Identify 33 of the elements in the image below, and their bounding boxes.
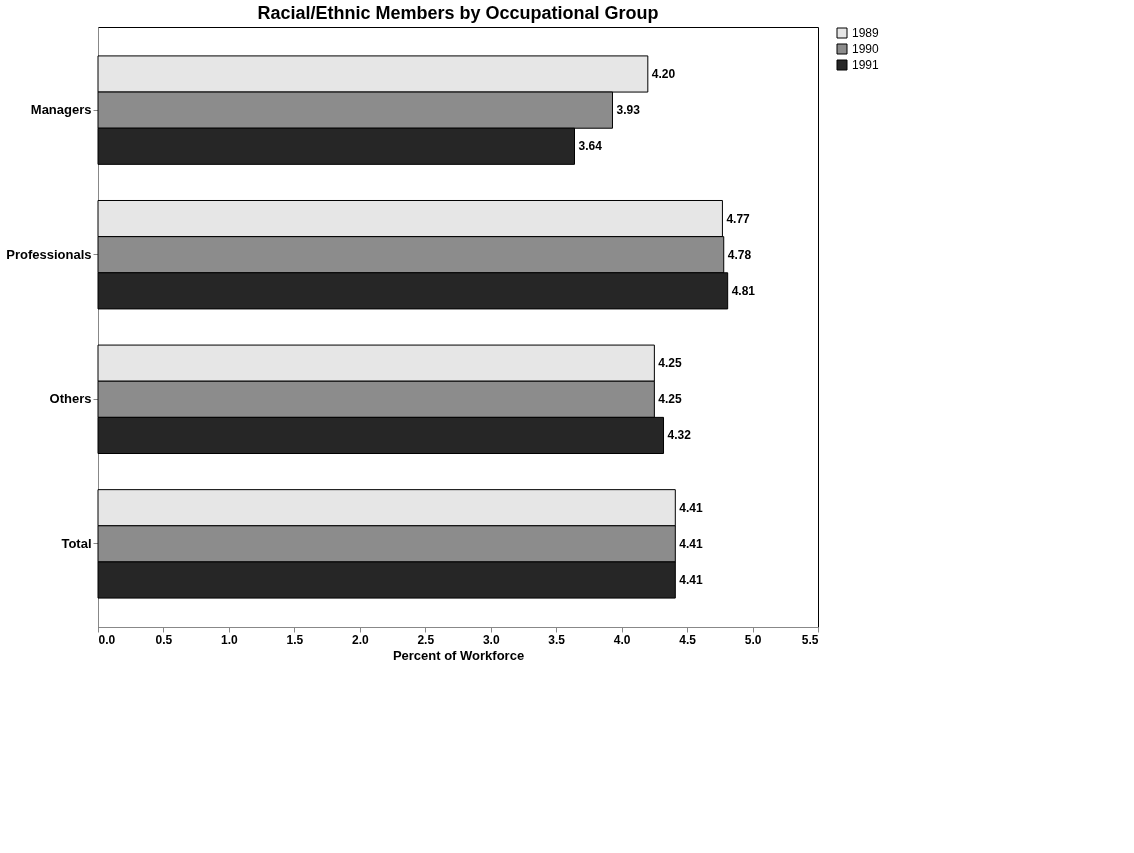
legend-label: 1991 — [852, 58, 880, 72]
data-label: 3.93 — [616, 103, 641, 118]
x-tick-label: 1.5 — [286, 632, 304, 647]
data-label: 4.32 — [667, 428, 692, 443]
x-tick-label: 4.0 — [613, 632, 631, 647]
y-tick-label: Others — [49, 391, 92, 407]
x-tick-label: 1.0 — [221, 632, 239, 647]
data-label: 4.77 — [726, 211, 751, 226]
data-label: 4.78 — [727, 247, 752, 262]
x-tick-label: 2.5 — [417, 632, 435, 647]
x-tick-label: 0.0 — [98, 632, 116, 647]
data-label: 3.64 — [578, 139, 603, 154]
chart-title: Racial/Ethnic Members by Occupational Group — [257, 3, 659, 23]
x-tick-label: 3.5 — [548, 632, 566, 647]
data-label: 4.25 — [658, 392, 683, 407]
y-tick-label: Managers — [30, 102, 92, 118]
data-label: 4.81 — [731, 283, 756, 298]
data-label: 4.41 — [679, 500, 703, 515]
x-tick-label: 5.5 — [801, 632, 819, 647]
data-label: 4.41 — [679, 536, 703, 551]
x-tick-label: 4.5 — [679, 632, 697, 647]
x-tick-label: 2.0 — [351, 632, 369, 647]
y-tick-label: Total — [61, 535, 92, 551]
x-axis-title: Percent of Workforce — [392, 647, 525, 663]
data-label: 4.20 — [651, 66, 676, 81]
y-tick-label: Professionals — [6, 246, 92, 262]
legend-label: 1989 — [852, 26, 880, 40]
legend-label: 1990 — [852, 42, 880, 56]
x-tick-label: 0.5 — [155, 632, 173, 647]
x-tick-label: 5.0 — [744, 632, 762, 647]
data-label: 4.41 — [679, 573, 703, 588]
data-label: 4.25 — [658, 356, 683, 371]
x-tick-label: 3.0 — [482, 632, 500, 647]
